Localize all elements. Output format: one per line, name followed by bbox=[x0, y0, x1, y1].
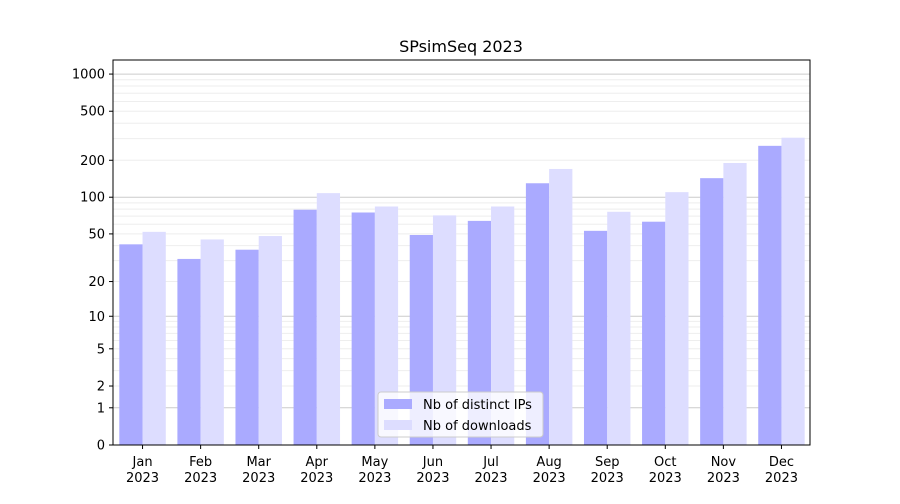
y-tick-label: 1000 bbox=[72, 68, 105, 83]
bar-downloads bbox=[432, 215, 457, 445]
x-tick-label: Dec 2023 bbox=[765, 455, 798, 486]
x-tick-label: Jun 2023 bbox=[416, 455, 449, 486]
y-axis: 0 1 2 5 10 20 50 100 200 500 1000 bbox=[72, 68, 113, 454]
y-tick-label: 20 bbox=[88, 275, 105, 290]
bar-downloads bbox=[665, 192, 689, 445]
bar-downloads bbox=[316, 193, 341, 445]
bar-distinct-ips bbox=[583, 230, 608, 445]
bar-distinct-ips bbox=[758, 145, 782, 445]
legend-label-ips: Nb of distinct IPs bbox=[423, 398, 532, 413]
axes-frame bbox=[112, 59, 811, 446]
bar-downloads bbox=[781, 137, 805, 445]
bar-downloads bbox=[142, 231, 166, 445]
x-tick-label: Sep 2023 bbox=[591, 455, 624, 486]
bar-distinct-ips bbox=[235, 249, 259, 445]
x-tick-label: Apr 2023 bbox=[300, 455, 333, 486]
y-tick-label: 5 bbox=[97, 342, 105, 357]
y-tick-label: 500 bbox=[80, 105, 105, 120]
legend-swatch-ips bbox=[384, 399, 412, 409]
bar-distinct-ips bbox=[293, 209, 317, 445]
bar-distinct-ips bbox=[700, 178, 724, 445]
y-tick-label: 1 bbox=[97, 401, 105, 416]
bar-distinct-ips bbox=[351, 212, 375, 445]
bar-downloads bbox=[607, 211, 631, 445]
bar-distinct-ips bbox=[119, 244, 143, 445]
y-tick-label: 200 bbox=[80, 154, 105, 169]
y-tick-label: 0 bbox=[97, 439, 105, 454]
x-tick-label: Jan 2023 bbox=[126, 455, 159, 486]
chart-title: SPsimSeq 2023 bbox=[399, 37, 523, 56]
legend: Nb of distinct IPs Nb of downloads bbox=[377, 391, 544, 438]
bar-downloads bbox=[374, 206, 399, 445]
x-tick-label: Feb 2023 bbox=[184, 455, 217, 486]
bar-downloads bbox=[258, 236, 282, 445]
x-tick-label: May 2023 bbox=[358, 455, 391, 486]
x-tick-label: Nov 2023 bbox=[707, 455, 740, 486]
legend-box bbox=[377, 391, 544, 438]
bar-downloads bbox=[549, 168, 573, 445]
x-tick-label: Oct 2023 bbox=[649, 455, 682, 486]
legend-swatch-downloads bbox=[384, 420, 412, 430]
bar-downloads bbox=[723, 163, 747, 446]
y-tick-label: 2 bbox=[97, 380, 105, 395]
x-tick-label: Mar 2023 bbox=[242, 455, 275, 486]
bar-distinct-ips bbox=[177, 258, 201, 445]
x-tick-label: Aug 2023 bbox=[533, 455, 566, 486]
y-tick-label: 10 bbox=[88, 310, 105, 325]
bar-downloads bbox=[491, 206, 515, 445]
legend-label-downloads: Nb of downloads bbox=[423, 419, 532, 434]
bar-distinct-ips bbox=[642, 221, 666, 445]
y-tick-label: 100 bbox=[80, 191, 105, 206]
y-tick-label: 50 bbox=[88, 227, 105, 242]
bar-distinct-ips bbox=[467, 220, 492, 445]
x-tick-label: Jul 2023 bbox=[474, 455, 507, 486]
bar-downloads bbox=[200, 239, 224, 445]
x-axis: Jan 2023 Feb 2023 Mar 2023 Apr 2023 May 2023 Jun 20… bbox=[126, 445, 798, 486]
bar-distinct-ips bbox=[525, 183, 550, 445]
